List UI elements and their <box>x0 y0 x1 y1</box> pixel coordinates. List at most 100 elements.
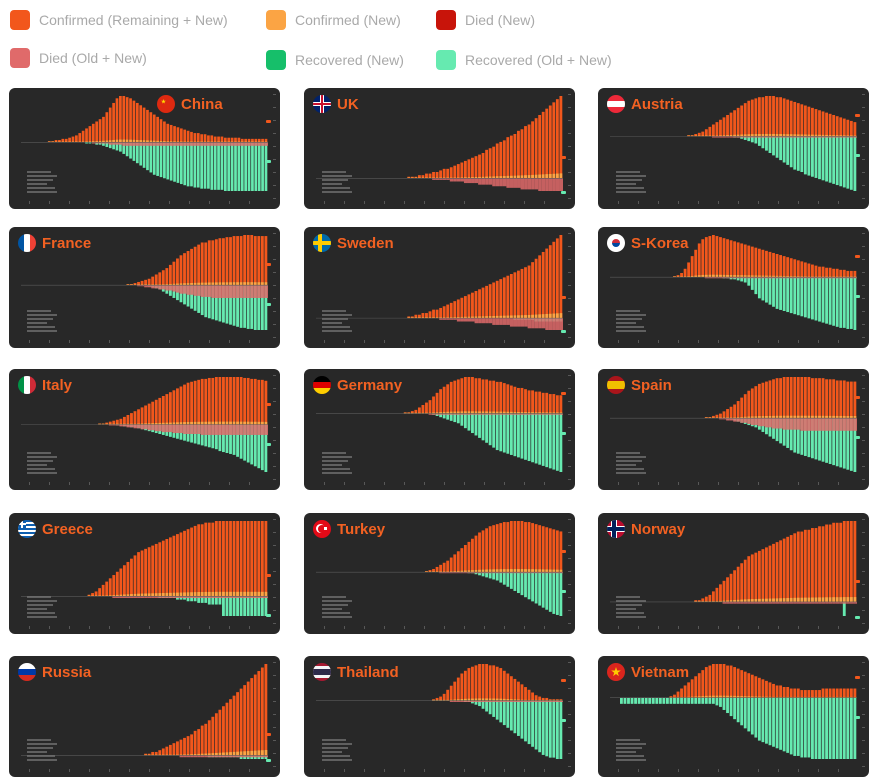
confirmed-new-bar <box>818 276 821 278</box>
confirmed-new-bar <box>828 696 832 698</box>
confirmed-bar <box>126 561 130 597</box>
died-bar <box>481 700 486 702</box>
confirmed-bar <box>701 670 705 698</box>
confirmed-bar <box>158 272 162 286</box>
confirmed-new-bar <box>818 415 821 419</box>
confirmed-bar <box>471 666 474 701</box>
confirmed-new-bar <box>95 141 99 143</box>
died-bar <box>478 318 482 324</box>
recovered-bar <box>853 697 857 759</box>
confirmed-bar <box>719 119 722 137</box>
confirmed-new-bar <box>176 141 180 143</box>
confirmed-new-bar <box>147 284 151 286</box>
confirmed-new-bar <box>414 317 418 319</box>
died-bar <box>229 285 233 298</box>
recovered-bar <box>237 142 241 191</box>
panel-title: China <box>157 95 223 113</box>
confirmed-bar <box>733 241 737 278</box>
confirmed-new-bar <box>782 415 786 419</box>
died-bar <box>442 572 447 574</box>
confirmed-new-bar <box>98 423 102 425</box>
confirmed-new-bar <box>485 698 489 701</box>
confirmed-new-bar <box>729 134 733 137</box>
died-bar <box>481 413 486 415</box>
recovered-bar <box>222 285 225 323</box>
confirmed-new-bar <box>499 569 503 573</box>
confirmed-new-bar <box>807 134 811 137</box>
panel-title: France <box>18 234 91 252</box>
died-bar <box>726 277 730 279</box>
confirmed-new-bar <box>849 135 853 137</box>
died-bar <box>740 277 744 279</box>
confirmed-new-bar <box>463 316 467 319</box>
recovered-bar <box>644 697 648 704</box>
confirmed-bar <box>222 521 225 597</box>
recovered-bar <box>531 700 535 747</box>
confirmed-new-bar <box>230 141 234 143</box>
x-axis-ticks <box>618 482 857 485</box>
confirmed-new-bar <box>227 141 231 143</box>
recovered-bar <box>186 142 190 187</box>
confirmed-new-bar <box>139 140 143 143</box>
russia-flag-icon <box>18 663 36 681</box>
recovered-bar <box>492 572 496 580</box>
x-axis-ticks <box>324 340 563 343</box>
confirmed-new-bar <box>499 176 503 179</box>
confirmed-bar <box>811 264 814 278</box>
died-bar <box>190 755 194 758</box>
recovered-bar <box>538 700 542 753</box>
confirmed-new-bar <box>133 423 137 425</box>
confirmed-new-bar <box>811 276 814 278</box>
confirmed-new-bar <box>517 175 520 179</box>
confirmed-bar <box>740 397 744 419</box>
confirmed-tag <box>561 550 566 554</box>
confirmed-bar <box>163 121 166 143</box>
confirmed-new-bar <box>449 699 453 701</box>
recovered-bar <box>246 596 250 616</box>
confirmed-new-bar <box>144 423 148 425</box>
confirmed-new-bar <box>839 415 843 419</box>
confirmed-bar <box>853 270 857 278</box>
confirmed-new-bar <box>200 141 203 143</box>
confirmed-bar <box>229 521 232 597</box>
died-bar <box>193 755 198 758</box>
confirmed-bar <box>832 522 836 602</box>
recovered-bar <box>527 413 531 462</box>
chart-svg <box>21 377 268 472</box>
confirmed-new-bar <box>130 423 133 425</box>
died-bar <box>531 700 535 702</box>
confirmed-bar <box>492 525 496 573</box>
recovered-bar <box>722 697 726 710</box>
confirmed-new-bar <box>513 699 517 701</box>
confirmed-new-bar <box>471 316 474 319</box>
confirmed-bar <box>204 723 208 756</box>
confirmed-new-bar <box>711 274 715 278</box>
confirmed-bar <box>428 173 432 179</box>
confirmed-new-bar <box>425 571 428 573</box>
y-axis-ticks <box>862 519 865 624</box>
confirmed-new-bar <box>446 571 450 573</box>
recovered-bar <box>768 697 772 746</box>
recovered-tag <box>561 191 566 194</box>
recovered-bar <box>796 418 800 454</box>
country-name: UK <box>337 95 359 113</box>
died-bar <box>555 318 560 330</box>
recovered-bar <box>257 142 261 191</box>
confirmed-new-bar <box>190 282 194 286</box>
confirmed-new-bar <box>527 175 531 179</box>
confirmed-bar <box>253 378 257 425</box>
confirmed-new-bar <box>425 317 428 319</box>
confirmed-bar <box>757 97 761 137</box>
died-bar <box>239 285 244 298</box>
recovered-bar <box>243 755 247 759</box>
died-bar <box>260 424 265 435</box>
died-bar <box>722 136 727 138</box>
confirmed-bar <box>835 116 839 137</box>
recovered-bar <box>492 413 496 448</box>
confirmed-bar <box>94 591 98 597</box>
confirmed-bar <box>846 688 850 698</box>
died-bar <box>264 424 268 435</box>
confirmed-new-bar <box>236 421 240 425</box>
died-bar <box>509 572 514 574</box>
confirmed-new-bar <box>471 698 474 701</box>
